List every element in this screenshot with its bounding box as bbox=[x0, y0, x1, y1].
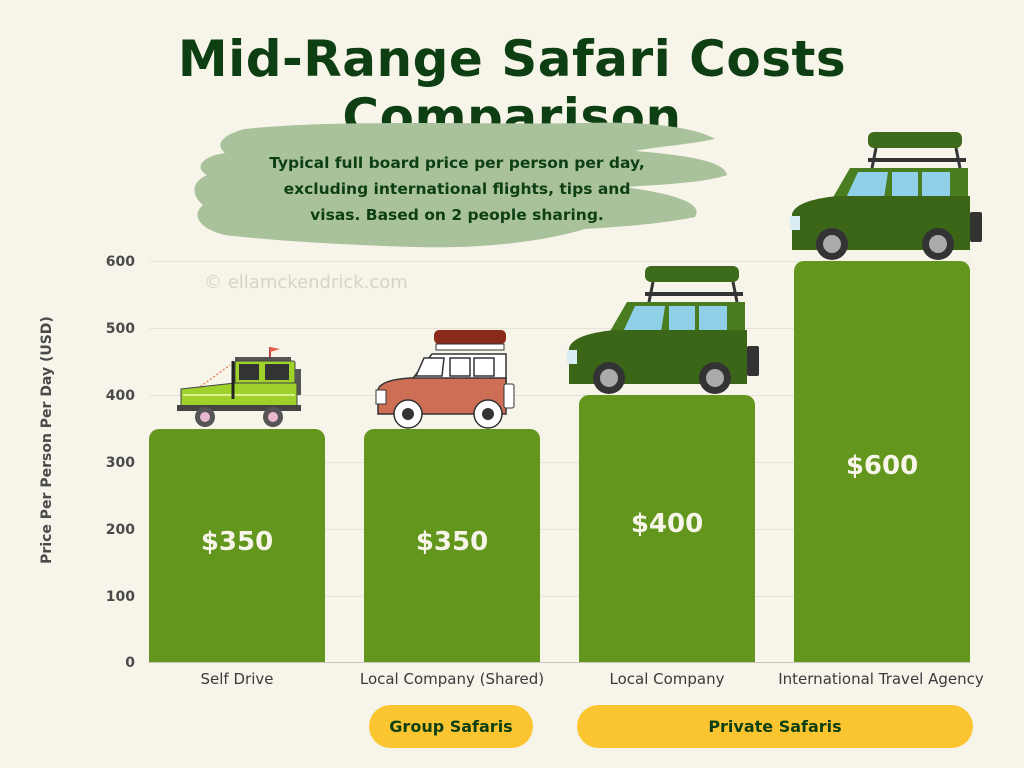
private-safaris-badge: Private Safaris bbox=[577, 705, 973, 748]
bar-local-company-shared: $350 bbox=[364, 429, 540, 662]
x-axis-line bbox=[148, 662, 970, 663]
bar-value-label: $400 bbox=[630, 509, 704, 539]
bar-local-company: $400 bbox=[579, 395, 755, 662]
x-label-self-drive: Self Drive bbox=[200, 670, 274, 688]
brush-stroke-background bbox=[194, 122, 727, 248]
lime-jeep-icon bbox=[177, 347, 301, 427]
gridline-400 bbox=[150, 395, 970, 396]
bar-value-label: $350 bbox=[200, 527, 274, 557]
chart-subtitle-note: Typical full board price per person per … bbox=[269, 154, 645, 224]
x-label-international-travel-agency: International Travel Agency bbox=[778, 670, 984, 688]
group-safaris-badge: Group Safaris bbox=[369, 705, 533, 748]
bar-self-drive: $350 bbox=[149, 429, 325, 662]
gridline-500 bbox=[150, 328, 970, 329]
x-label-local-company: Local Company bbox=[609, 670, 725, 688]
green-safari-jeep-icon bbox=[567, 266, 759, 394]
y-tick-300: 300 bbox=[105, 455, 135, 471]
orange-safari-van-icon bbox=[375, 330, 515, 429]
gridline-300 bbox=[150, 462, 970, 463]
y-tick-200: 200 bbox=[105, 522, 135, 538]
y-axis-label: Price Per Person Per Day (USD) bbox=[39, 316, 55, 564]
x-label-local-company-shared: Local Company (Shared) bbox=[359, 670, 545, 688]
y-tick-100: 100 bbox=[105, 589, 135, 605]
chart-title: Mid-Range Safari Costs Comparison bbox=[177, 30, 847, 146]
green-safari-jeep-large-icon bbox=[790, 132, 982, 260]
y-tick-400: 400 bbox=[105, 388, 135, 404]
bar-value-label: $350 bbox=[415, 527, 489, 557]
gridline-100 bbox=[150, 596, 970, 597]
bar-international-travel-agency: $600 bbox=[794, 261, 970, 662]
y-tick-600: 600 bbox=[105, 254, 135, 270]
watermark: © ellamckendrick.com bbox=[204, 272, 408, 293]
gridline-600 bbox=[150, 261, 970, 262]
gridline-200 bbox=[150, 529, 970, 530]
bar-value-label: $600 bbox=[845, 451, 919, 481]
y-tick-500: 500 bbox=[105, 321, 135, 337]
y-tick-0: 0 bbox=[125, 655, 135, 671]
